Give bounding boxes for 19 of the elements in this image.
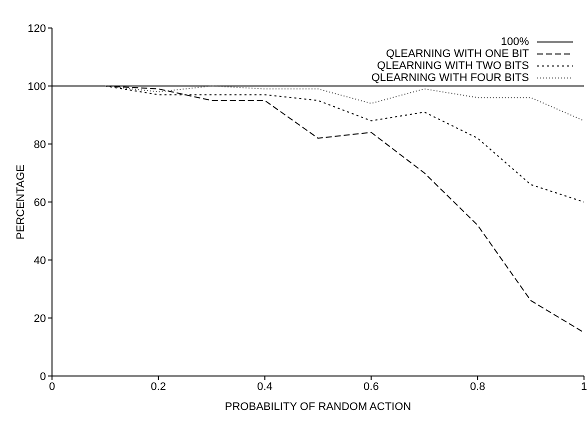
x-tick-label: 0.8 xyxy=(470,380,486,393)
x-axis-title: PROBABILITY OF RANDOM ACTION xyxy=(224,401,412,413)
y-tick-label: 80 xyxy=(34,138,46,151)
x-tick-label: 0.6 xyxy=(364,380,379,393)
y-tick-label: 20 xyxy=(34,312,46,325)
y-tick-label: 0 xyxy=(40,370,46,383)
y-tick-label: 100 xyxy=(28,80,46,93)
x-tick-label: 0 xyxy=(48,380,56,393)
legend-label: 100% xyxy=(500,36,529,48)
y-tick-label: 40 xyxy=(34,254,46,267)
y-tick-label: 60 xyxy=(34,196,46,209)
x-tick-label: 0.4 xyxy=(257,380,272,393)
legend-label: QLEARNING WITH TWO BITS xyxy=(377,60,529,72)
x-tick-label: 1 xyxy=(580,380,587,393)
legend-label: QLEARNING WITH ONE BIT xyxy=(386,48,529,60)
y-tick-label: 120 xyxy=(28,22,46,35)
legend-label: QLEARNING WITH FOUR BITS xyxy=(371,72,529,84)
y-axis-title: PERCENTAGE xyxy=(14,164,27,240)
x-tick-label: 0.2 xyxy=(150,380,166,393)
